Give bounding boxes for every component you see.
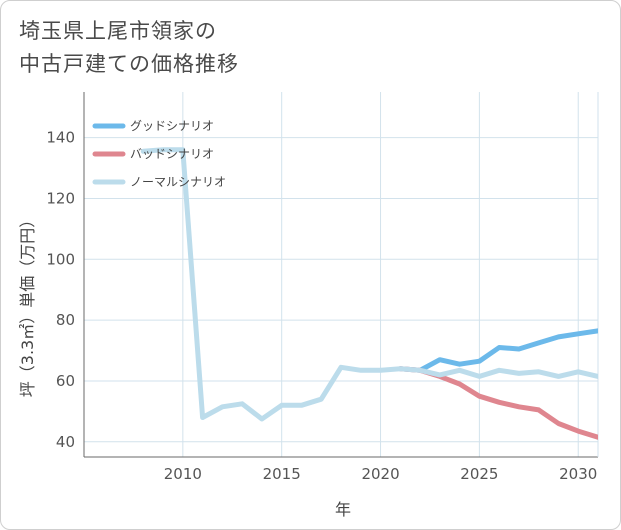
x-tick-label: 2015 [263,465,301,483]
series-group [140,147,598,440]
y-tick-label: 120 [46,189,75,207]
y-tick-label: 40 [56,433,75,451]
series-line-good [397,328,598,373]
chart-title: 埼玉県上尾市領家の 中古戸建ての価格推移 [19,15,239,81]
y-tick-label: 80 [56,311,75,329]
y-tick-label: 60 [56,372,75,390]
x-tick-label: 2010 [164,465,202,483]
y-tick-label: 140 [46,129,75,147]
y-tick-label: 100 [46,250,75,268]
plot-area [84,92,598,457]
x-axis-title: 年 [335,500,351,519]
series-line-normal [140,147,598,422]
x-tick-label: 2030 [559,465,597,483]
chart-title-line-2: 中古戸建ての価格推移 [19,52,239,76]
legend-label-bad: バッドシナリオ [130,147,214,161]
x-tick-label: 2020 [361,465,399,483]
legend-label-good: グッドシナリオ [130,119,214,133]
legend-label-normal: ノーマルシナリオ [130,175,226,189]
chart-title-line-1: 埼玉県上尾市領家の [19,19,217,43]
y-axis-title: 坪（3.3㎡）単価（万円） [18,212,37,397]
x-tick-label: 2025 [460,465,498,483]
